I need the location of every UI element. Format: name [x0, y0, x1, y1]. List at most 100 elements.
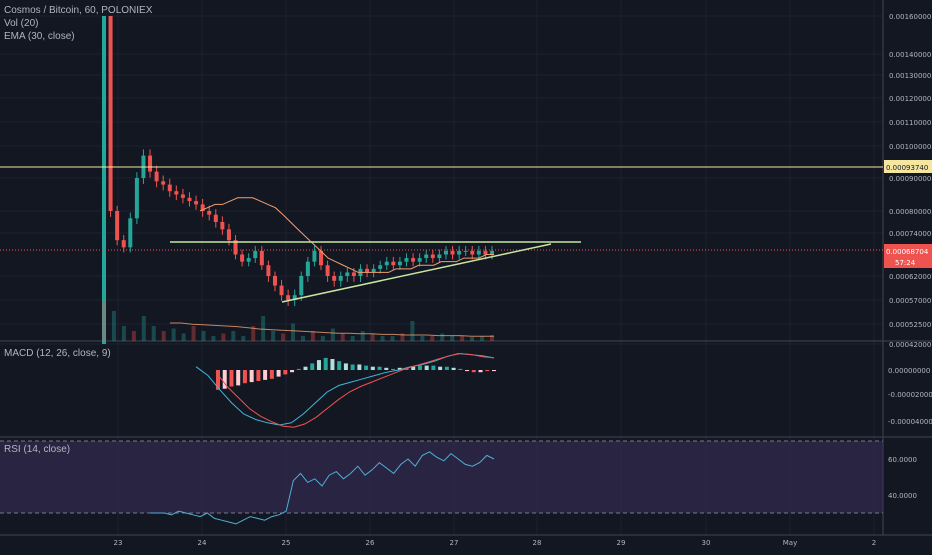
- price-tick-label: 0.00090000: [889, 175, 931, 183]
- volume-bar: [320, 336, 325, 341]
- candle-body: [286, 295, 291, 300]
- macd-histogram-bar: [283, 370, 288, 375]
- volume-bar: [400, 333, 405, 341]
- macd-histogram-bar: [242, 370, 247, 384]
- price-badge-text: 0.00068704: [886, 248, 929, 256]
- candle-body: [187, 197, 192, 202]
- candle-body: [319, 250, 324, 266]
- volume-bar: [360, 331, 365, 341]
- time-tick-label: 26: [366, 539, 375, 547]
- volume-bar: [420, 336, 425, 341]
- axis-labels: 0.00160000 0.00140000 0.00130000 0.00120000…: [0, 13, 932, 547]
- candle-body: [128, 218, 133, 248]
- volume-bar: [231, 331, 236, 341]
- macd-histogram-bar: [236, 370, 241, 386]
- candle-body: [226, 229, 231, 241]
- time-tick-label: May: [783, 539, 797, 547]
- ascending-support-line[interactable]: [281, 243, 552, 303]
- volume-bar: [370, 333, 375, 341]
- volume-bar: [111, 311, 116, 341]
- candle-body: [213, 214, 218, 222]
- candle-body: [108, 16, 113, 211]
- candle-body: [365, 268, 370, 273]
- volume-bar: [251, 326, 256, 341]
- macd-histogram-bar: [451, 367, 456, 370]
- macd-histogram-bar: [384, 367, 389, 370]
- volume-bar: [102, 301, 106, 341]
- macd-histogram-bar: [431, 365, 436, 370]
- candle-body: [338, 276, 343, 281]
- yellow-level-badge: [884, 160, 932, 173]
- macd-histogram-bar: [465, 370, 470, 372]
- volume-ma-line: [170, 322, 494, 337]
- volume-bar: [350, 336, 355, 341]
- volume-bar: [291, 323, 296, 341]
- candle-body: [194, 201, 199, 205]
- candle-body: [305, 261, 310, 276]
- rsi-tick-label: 60.0000: [888, 456, 917, 464]
- macd-histogram-bar: [438, 366, 443, 370]
- volume-bar: [380, 336, 385, 341]
- macd-tick-label: 0.00000000: [888, 367, 930, 375]
- volume-bar: [191, 326, 196, 341]
- volume-bar: [131, 331, 136, 341]
- macd-histogram-bar: [256, 370, 261, 381]
- macd-histogram-bar: [296, 368, 301, 370]
- price-tick-label: 0.00160000: [889, 13, 931, 21]
- candle-body: [417, 258, 422, 262]
- macd-signal-line: [215, 352, 495, 428]
- volume-bar: [480, 336, 485, 341]
- volume-bar: [161, 331, 166, 341]
- time-tick-label: 24: [198, 539, 207, 547]
- price-tick-label: 0.00130000: [889, 72, 931, 80]
- candle-body: [253, 250, 258, 259]
- candle-body: [148, 155, 153, 172]
- time-tick-label: 25: [282, 539, 291, 547]
- price-badge: [884, 244, 932, 268]
- macd-histogram-bar: [397, 367, 402, 370]
- macd-histogram-bar: [249, 370, 254, 383]
- time-tick-label: 29: [617, 539, 626, 547]
- price-tick-label: 0.00062000: [889, 273, 931, 281]
- volume-bar: [151, 326, 156, 341]
- candle-body: [424, 254, 429, 259]
- macd-histogram-bar: [263, 370, 268, 380]
- candle-body: [325, 265, 330, 276]
- rsi-band: [0, 441, 883, 513]
- candle-body: [437, 254, 442, 259]
- volume-bar: [261, 316, 266, 341]
- vol-label[interactable]: Vol (20): [4, 18, 39, 29]
- rsi-label[interactable]: RSI (14, close): [4, 444, 71, 455]
- volume-bar: [181, 333, 186, 341]
- candle-body: [384, 261, 389, 266]
- candle-body: [312, 250, 317, 262]
- volume-bar: [330, 328, 335, 341]
- ema-label[interactable]: EMA (30, close): [4, 31, 75, 42]
- volume-bar: [300, 336, 305, 341]
- macd-histogram-bar: [229, 370, 234, 387]
- rsi-legend: RSI (14, close): [4, 443, 70, 456]
- volume-bar: [201, 331, 206, 341]
- candle-body: [404, 258, 409, 262]
- volume-bar: [310, 331, 315, 341]
- volume-bar: [460, 336, 465, 341]
- macd-label[interactable]: MACD (12, 26, close, 9): [4, 348, 111, 359]
- candle-body: [351, 272, 356, 276]
- candle-body: [180, 194, 185, 198]
- price-tick-label: 0.00080000: [889, 208, 931, 216]
- candle-body: [292, 295, 297, 300]
- volume-bar: [221, 333, 226, 341]
- candle-body: [443, 250, 448, 255]
- macd-histogram-bar: [310, 363, 315, 370]
- price-tick-label: 0.00074000: [889, 230, 931, 238]
- candle-body: [174, 191, 179, 195]
- macd-histogram-bar: [350, 364, 355, 370]
- macd-histogram-bar: [391, 368, 396, 370]
- main-title-label[interactable]: Cosmos / Bitcoin, 60, POLONIEX: [4, 5, 153, 16]
- price-tick-label: 0.00110000: [889, 119, 931, 127]
- candle-body: [115, 211, 120, 241]
- macd-histogram-bar: [492, 370, 496, 372]
- macd-histogram-bar: [337, 361, 342, 370]
